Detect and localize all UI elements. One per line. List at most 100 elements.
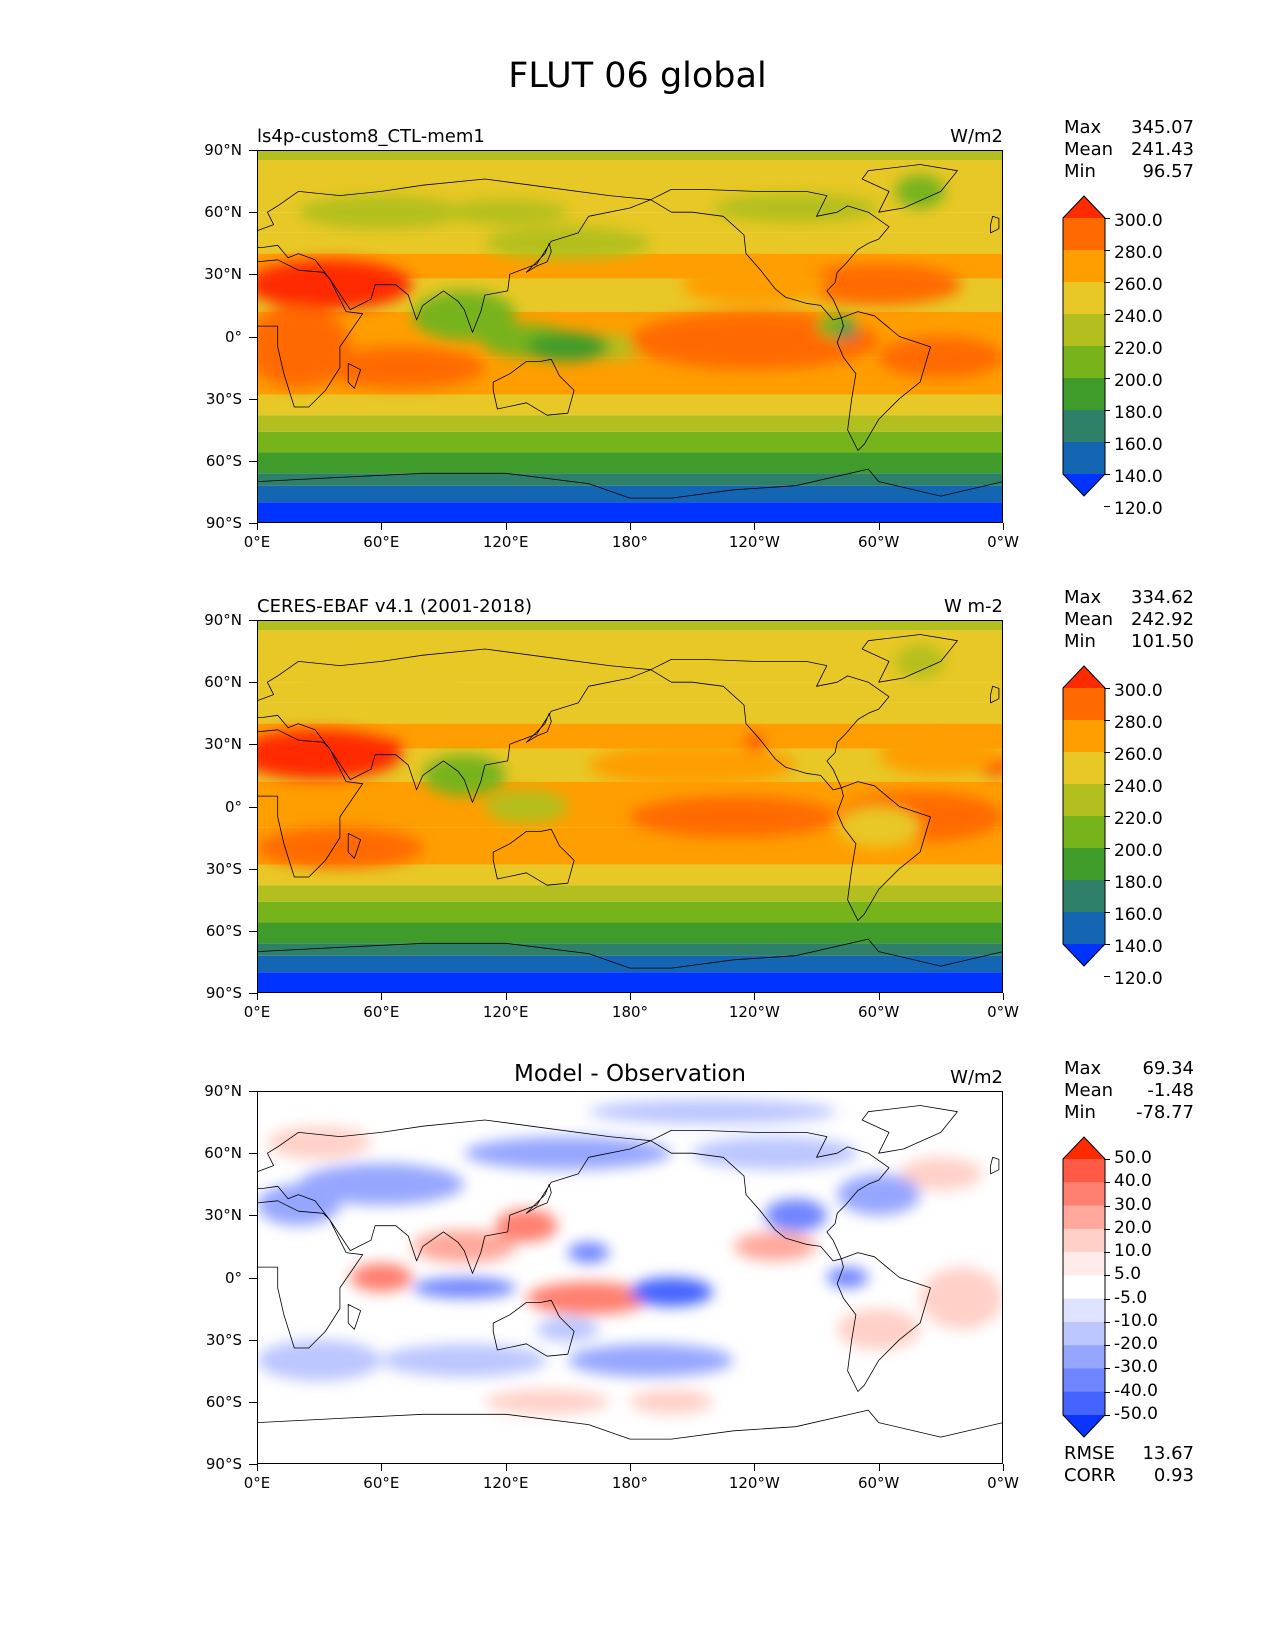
lat-tick-label: 60°S <box>205 921 242 940</box>
lon-tick-label: 180° <box>611 1003 649 1021</box>
stat-label: Max <box>1064 587 1102 608</box>
stat-row: Mean -1.48 <box>1064 1080 1194 1102</box>
lon-tick-label: 60°W <box>857 533 900 551</box>
colorbar-label: -5.0 <box>1114 1287 1148 1308</box>
stat-label: Min <box>1064 161 1096 182</box>
colorbar-tick <box>1104 1321 1110 1323</box>
stat-label: Min <box>1064 631 1096 652</box>
map-panel: Model - Observation W/m2 90°N 60°N 30°N 0° 30°… <box>0 1051 1275 1521</box>
lon-tick <box>381 523 383 530</box>
lon-tick <box>381 1464 383 1471</box>
lat-tick <box>249 993 257 994</box>
colorbar-tick <box>1104 688 1110 689</box>
lat-tick <box>249 744 257 746</box>
lon-tick-label: 120°E <box>482 1003 529 1021</box>
lat-tick-label: 30°S <box>205 389 242 408</box>
stat-value: 101.50 <box>1131 631 1194 652</box>
colorbar-tick <box>1104 1275 1110 1277</box>
colorbar-tick <box>1104 784 1110 785</box>
colorbar-tick <box>1104 1205 1110 1207</box>
lon-tick-label: 0°W <box>987 1003 1019 1021</box>
stat-value: 69.34 <box>1142 1058 1194 1079</box>
colorbar-tick <box>1104 218 1110 219</box>
stat-value: 96.57 <box>1142 161 1194 182</box>
colorbar-label: 220.0 <box>1114 809 1163 829</box>
lat-tick-label: 30°S <box>205 859 242 878</box>
stat-row: RMSE 13.67 <box>1064 1443 1194 1465</box>
colorbar-label: 280.0 <box>1114 713 1163 733</box>
stat-label: Max <box>1064 117 1102 138</box>
lon-tick-label: 60°W <box>857 1003 900 1021</box>
lon-tick-label: 60°E <box>363 1474 400 1492</box>
colorbar-tick <box>1104 410 1110 411</box>
colorbar-tick <box>1104 314 1110 315</box>
colorbar-label: 40.0 <box>1114 1171 1152 1192</box>
colorbar-label: 240.0 <box>1114 777 1163 797</box>
stat-row: Mean 242.92 <box>1064 609 1194 631</box>
colorbar-tick <box>1104 250 1110 251</box>
lat-tick-label: 90°S <box>205 514 242 532</box>
lon-tick-label: 180° <box>611 533 649 551</box>
lon-tick <box>630 523 631 530</box>
lat-tick <box>249 212 257 214</box>
rmse-corr-block: RMSE 13.67 CORR 0.93 <box>1064 1443 1194 1487</box>
stat-row: CORR 0.93 <box>1064 1465 1194 1487</box>
stats-block: Max 69.34 Mean -1.48 Min -78.77 <box>1064 1058 1194 1124</box>
lon-tick-label: 0°E <box>243 1003 271 1021</box>
lat-tick-label: 30°N <box>204 1206 242 1225</box>
colorbar-tick <box>1104 1298 1110 1300</box>
colorbar-label: 180.0 <box>1114 403 1163 423</box>
colorbar-label: 200.0 <box>1114 371 1163 391</box>
stat-row: Max 69.34 <box>1064 1058 1194 1080</box>
colorbar-tick <box>1104 848 1110 849</box>
lat-tick-label: 30°N <box>204 735 242 754</box>
lat-tick-label: 60°S <box>205 451 242 470</box>
panel-units: W/m2 <box>950 126 1003 147</box>
map-svg <box>257 620 1003 993</box>
lat-tick <box>249 150 257 151</box>
colorbar-label: 260.0 <box>1114 745 1163 765</box>
map-svg <box>257 150 1003 523</box>
lon-tick-label: 60°E <box>363 1003 400 1021</box>
map-svg <box>257 1091 1003 1464</box>
colorbar-label: 160.0 <box>1114 435 1163 455</box>
colorbar-label: -50.0 <box>1114 1404 1158 1424</box>
lat-tick-label: 0° <box>224 797 242 816</box>
colorbar-tick <box>1104 474 1110 475</box>
lon-tick-label: 180° <box>611 1474 649 1492</box>
stat-label: Mean <box>1064 609 1114 630</box>
colorbar-tick <box>1104 378 1110 379</box>
colorbar-label: -40.0 <box>1114 1380 1158 1401</box>
colorbar-tick <box>1104 1345 1110 1347</box>
lat-tick-label: 0° <box>224 327 242 346</box>
colorbar <box>1062 1136 1106 1442</box>
lon-tick-label: 0°E <box>243 1474 271 1492</box>
lat-tick-label: 90°N <box>204 1082 242 1100</box>
colorbar-tick <box>1104 442 1110 443</box>
lon-tick <box>754 1464 756 1471</box>
stat-row: Min 101.50 <box>1064 631 1194 653</box>
colorbar-label: 160.0 <box>1114 905 1163 925</box>
panel-units: W/m2 <box>950 1067 1003 1088</box>
colorbar-label: 200.0 <box>1114 841 1163 861</box>
lon-tick-label: 120°E <box>482 533 529 551</box>
lon-tick-label: 120°W <box>728 533 780 551</box>
colorbar-label: 140.0 <box>1114 467 1163 487</box>
lat-tick-label: 30°N <box>204 265 242 284</box>
stat-value: 0.93 <box>1153 1465 1194 1486</box>
panel-title: ls4p-custom8_CTL-mem1 <box>257 126 485 147</box>
colorbar-tick <box>1104 944 1110 945</box>
lon-tick <box>505 993 507 1000</box>
lon-tick <box>630 993 631 1000</box>
lat-tick <box>249 868 257 870</box>
colorbar-tick <box>1104 1415 1110 1416</box>
lat-tick <box>249 336 257 338</box>
lat-tick <box>249 806 257 808</box>
lat-tick <box>249 1277 257 1279</box>
colorbar-tick <box>1104 282 1110 283</box>
lon-tick-label: 120°W <box>728 1003 780 1021</box>
stat-row: Min -78.77 <box>1064 1102 1194 1124</box>
panel-units: W m-2 <box>943 596 1003 617</box>
lat-tick <box>249 1401 257 1403</box>
colorbar-label: -10.0 <box>1114 1310 1158 1331</box>
